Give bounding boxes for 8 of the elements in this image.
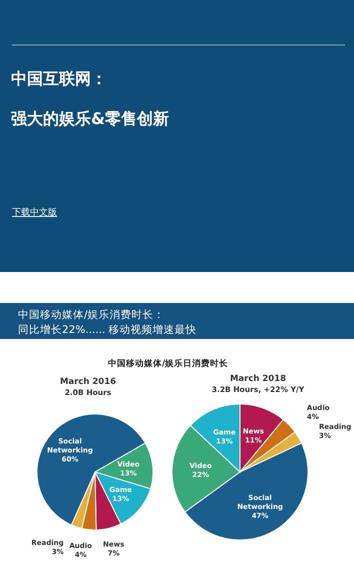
chart-title: March 2016 [60, 377, 116, 387]
text: 下载中文版 [12, 207, 57, 218]
text: 中国移动媒体/娱乐日消费时长 [108, 358, 230, 369]
text: 中国互联网： [11, 69, 107, 88]
text: 同比增长22%...... 移动视频增速最快 [18, 323, 197, 336]
text: 强大的娱乐&零售创新 [11, 109, 169, 128]
chart-title: March 2018 [230, 374, 286, 384]
text: 中国移动媒体/娱乐消费时长： [18, 308, 165, 321]
